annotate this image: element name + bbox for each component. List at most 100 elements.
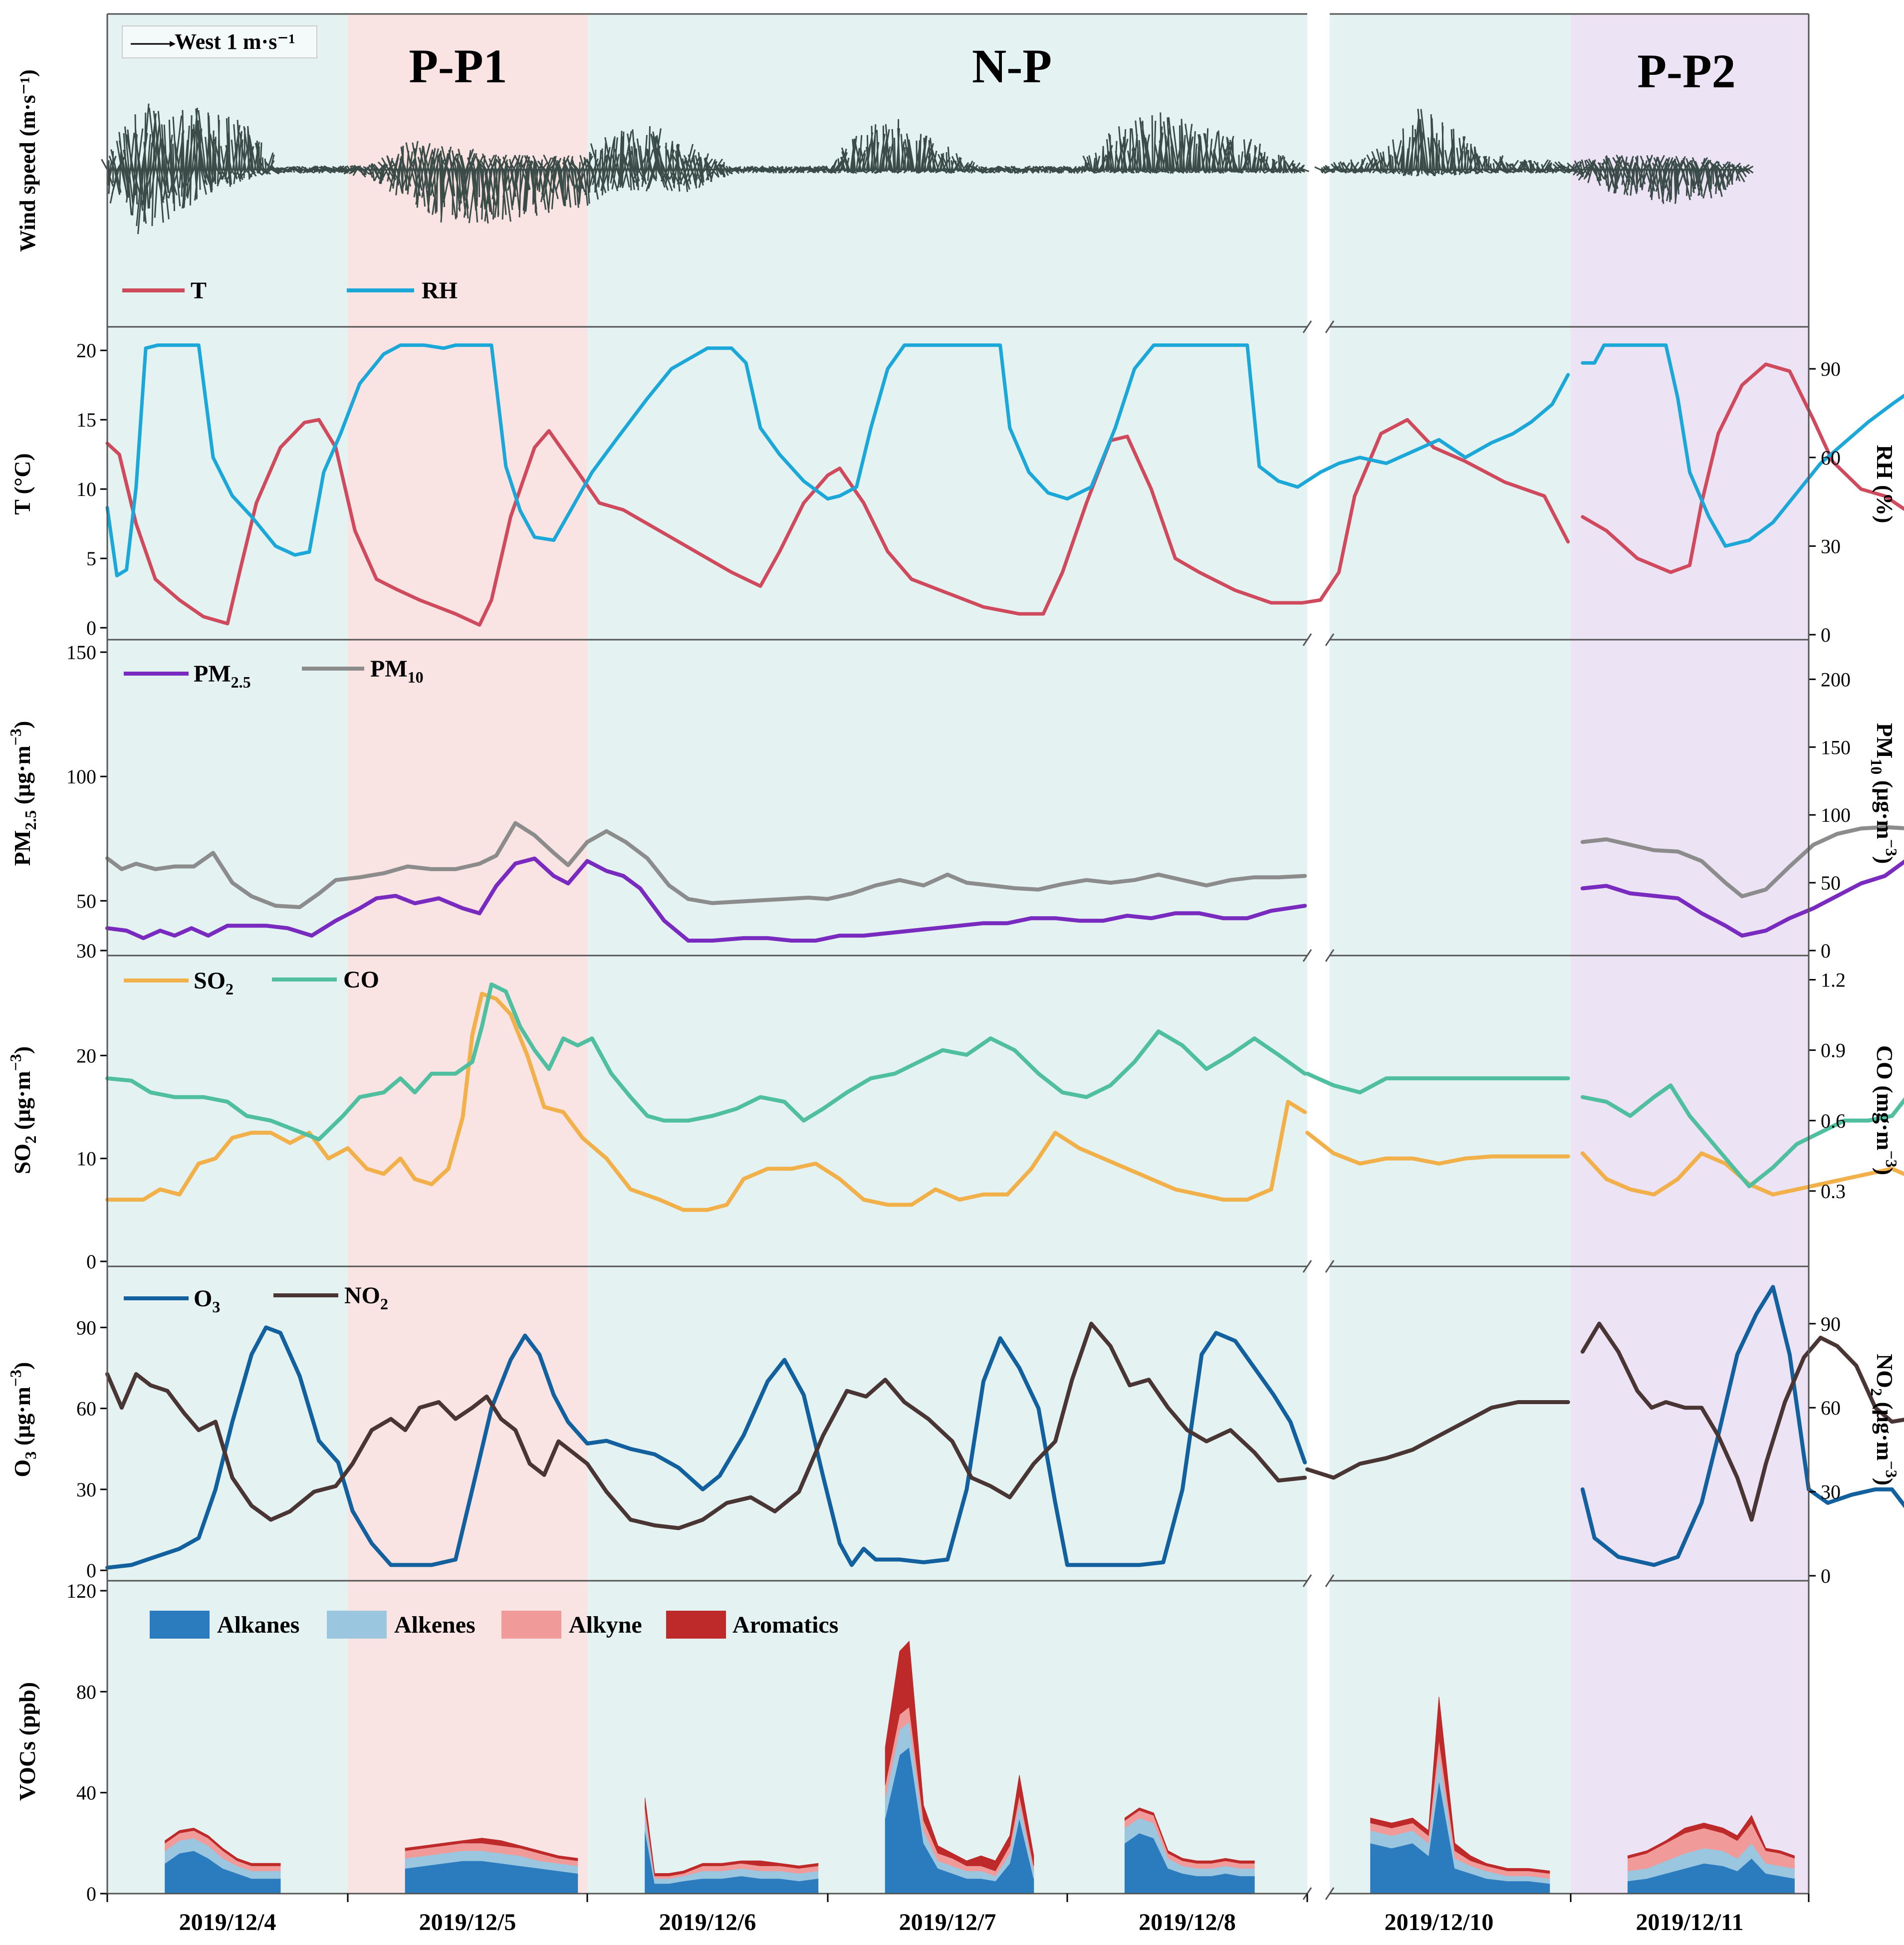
wind-barbs-b [1314, 108, 1754, 204]
series-line-rh [105, 343, 1570, 578]
series-line-o3 [105, 1325, 1307, 1570]
series-line-so2 [105, 991, 1307, 1212]
y2tick-label-SO2_CO: 0.6 [1821, 1110, 1846, 1132]
y2tick-label-SO2_CO: 0.9 [1821, 1039, 1846, 1062]
period-label-pp1: P-P1 [409, 39, 507, 93]
legend-label-pm25: PM2.5 [194, 661, 251, 691]
area-aromatics-3 [885, 1641, 1034, 1872]
legend-pm: PM2.5 PM10 [124, 656, 424, 691]
period-band-3 [1307, 14, 1571, 1894]
y2tick-label-PM: 100 [1821, 804, 1851, 826]
ytick-label-T_RH: 20 [76, 339, 96, 362]
y2tick-label-SO2_CO: 1.2 [1821, 969, 1846, 991]
ytick-label-O3_NO2: 60 [76, 1398, 96, 1420]
date-axis: 2019/12/4 2019/12/5 2019/12/6 2019/12/7 2019… [106, 1894, 1810, 1936]
ytick-label-PM: 150 [66, 641, 96, 664]
series-line-pm25b [1580, 859, 1904, 938]
axis-break-mark [1325, 1260, 1335, 1273]
legend-label-no2: NO2 [344, 1282, 388, 1313]
date-tick-label: 2019/12/5 [419, 1909, 516, 1936]
series-line-rh2 [1581, 343, 1904, 548]
legend-label-aromatics: Aromatics [732, 1612, 838, 1638]
series-line-co [105, 982, 1307, 1142]
no2-ylabel: NO2 (μg·m−3) [1868, 1354, 1901, 1485]
y2tick-label-O3_NO2: 60 [1821, 1397, 1841, 1419]
series-line-t [105, 418, 1570, 627]
y2tick-label-T_RH: 90 [1821, 358, 1841, 380]
legend-vocs: Alkanes Alkenes Alkyne Aromatics [150, 1611, 838, 1639]
ytick-label-O3_NO2: 0 [86, 1559, 96, 1582]
ytick-label-T_RH: 15 [76, 409, 96, 431]
series-line-pm25 [105, 856, 1307, 943]
period-label-pp2: P-P2 [1637, 44, 1735, 98]
date-tick-label: 2019/12/11 [1636, 1909, 1743, 1936]
pm10-ylabel: PM10 (μg·m−3) [1868, 723, 1901, 864]
axis-break-mark [1302, 320, 1312, 333]
axis-break-mark [1325, 320, 1335, 333]
y2tick-label-O3_NO2: 30 [1821, 1481, 1841, 1503]
axis-break-mark [1325, 1887, 1335, 1900]
axis-break-mark [1325, 949, 1335, 962]
so2-ylabel: SO2 (μg·m−3) [6, 1046, 39, 1175]
series-line-no2c [1580, 1321, 1904, 1522]
series-line-no2 [105, 1321, 1307, 1530]
wind-barbs [101, 103, 1754, 235]
period-band-4 [1571, 14, 1809, 1894]
pm25-ylabel: PM2.5 (μg·m−3) [6, 721, 39, 866]
ytick-label-T_RH: 0 [86, 617, 96, 639]
date-tick-label: 2019/12/10 [1385, 1909, 1494, 1936]
legend-label-so2: SO2 [194, 968, 234, 998]
date-tick-label: 2019/12/8 [1139, 1909, 1236, 1936]
axis-break-mark [1302, 1260, 1312, 1273]
legend-t-rh: T RH [122, 277, 458, 304]
T_RH-series: 0 5 10 15 20 0 30 60 90 [76, 339, 1904, 646]
series-line-so2c [1580, 1151, 1904, 1197]
t-ylabel: T (°C) [9, 453, 35, 515]
area-aromatics-1 [405, 1838, 578, 1861]
ytick-label-PM: 100 [66, 765, 96, 788]
ytick-label-vocs: 0 [86, 1883, 96, 1905]
rh-ylabel: RH (%) [1872, 445, 1898, 523]
ytick-label-vocs: 120 [66, 1580, 96, 1602]
legend-label-alkyne: Alkyne [569, 1612, 642, 1638]
date-tick-label: 2019/12/4 [179, 1909, 276, 1936]
ytick-label-T_RH: 10 [76, 478, 96, 500]
y2tick-label-T_RH: 60 [1821, 447, 1841, 469]
ytick-label-SO2_CO: 0 [86, 1250, 96, 1273]
legend-label-alkanes: Alkanes [217, 1612, 299, 1638]
y2tick-label-SO2_CO: 0.3 [1821, 1180, 1846, 1203]
y2tick-label-O3_NO2: 0 [1821, 1565, 1831, 1587]
date-tick-label: 2019/12/7 [899, 1909, 996, 1936]
ytick-label-SO2_CO: 20 [76, 1044, 96, 1067]
legend-label-rh: RH [422, 277, 458, 304]
ytick-label-PM: 50 [76, 890, 96, 912]
ytick-label-O3_NO2: 90 [76, 1316, 96, 1339]
series-line-t2 [1581, 362, 1904, 574]
axis-break-mark [1302, 1574, 1312, 1587]
series-line-o3b [1580, 1285, 1904, 1567]
legend-label-t: T [191, 277, 207, 304]
y2tick-label-PM: 150 [1821, 736, 1851, 758]
wind-panel: West 1 m·s⁻¹ T RH Wind speed (m·s⁻¹) [15, 25, 1754, 304]
wind-barbs-a [101, 103, 1309, 235]
o3-ylabel: O3 (μg·m−3) [6, 1362, 39, 1477]
y2tick-label-T_RH: 30 [1821, 535, 1841, 557]
legend-swatch-alkenes [327, 1611, 387, 1639]
area-aromatics-0 [165, 1827, 281, 1866]
period-label-np: N-P [972, 39, 1052, 93]
PM-series: 30 50 100 150 0 50 100 150 200 [66, 641, 1904, 962]
area-aromatics-2 [645, 1797, 819, 1877]
legend-label-co: CO [343, 967, 379, 993]
ytick-label-vocs: 80 [76, 1681, 96, 1703]
legend-label-o3: O3 [194, 1285, 220, 1316]
legend-so2-co: SO2 CO [124, 967, 379, 998]
panel-frames [106, 13, 1810, 1900]
y2tick-label-PM: 50 [1821, 872, 1841, 894]
axis-break-mark [1302, 949, 1312, 962]
legend-label-alkenes: Alkenes [394, 1612, 476, 1638]
legend-swatch-alkanes [150, 1611, 210, 1639]
series-line-no2b [1305, 1400, 1570, 1480]
axis-break-mark [1325, 633, 1335, 646]
legend-swatch-aromatics [666, 1611, 726, 1639]
